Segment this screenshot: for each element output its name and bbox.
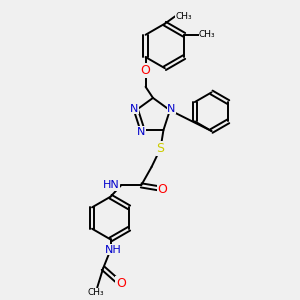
Text: HN: HN bbox=[103, 180, 119, 190]
Text: O: O bbox=[116, 277, 126, 290]
Text: CH₃: CH₃ bbox=[175, 12, 192, 21]
Text: O: O bbox=[158, 183, 167, 196]
Text: N: N bbox=[130, 104, 139, 114]
Text: O: O bbox=[141, 64, 151, 77]
Text: CH₃: CH₃ bbox=[199, 30, 216, 39]
Text: N: N bbox=[137, 127, 145, 136]
Text: CH₃: CH₃ bbox=[87, 288, 104, 297]
Text: N: N bbox=[167, 104, 176, 114]
Text: S: S bbox=[157, 142, 164, 155]
Text: NH: NH bbox=[105, 245, 121, 255]
